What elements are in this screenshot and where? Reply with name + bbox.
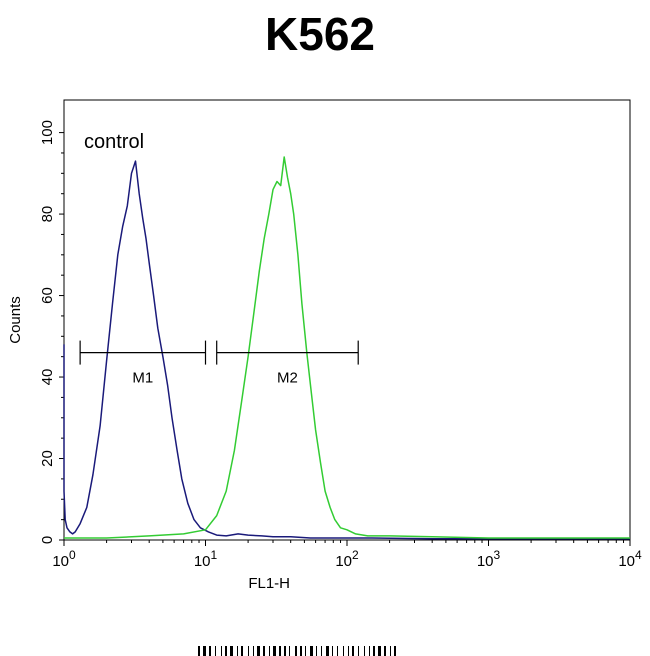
y-tick-label: 40: [39, 369, 56, 386]
barcode-bar: [337, 646, 338, 656]
barcode-bar: [289, 646, 290, 656]
x-axis-label: FL1-H: [248, 575, 290, 592]
series-line-sample: [64, 156, 630, 539]
barcode-bar: [237, 646, 238, 656]
barcode-bar: [394, 646, 396, 656]
barcode-bar: [263, 646, 265, 656]
barcode-bar: [364, 646, 365, 656]
marker-label: M1: [132, 370, 153, 387]
barcode-bar: [321, 646, 322, 656]
x-tick-label: 102: [335, 548, 359, 570]
barcode-bar: [241, 646, 243, 656]
barcode-bar: [279, 646, 281, 656]
barcode-bar: [198, 646, 200, 656]
barcode-bar: [390, 646, 391, 656]
barcode-bar: [273, 646, 276, 656]
barcode-bar: [257, 646, 260, 656]
y-axis-label: Counts: [7, 296, 24, 344]
barcode-bar: [316, 646, 317, 656]
y-tick-label: 0: [39, 536, 56, 544]
barcode-bar: [203, 646, 206, 656]
barcode-bar: [253, 646, 254, 656]
barcode-bar: [209, 646, 211, 656]
x-tick-label: 104: [618, 548, 642, 570]
barcode-bar: [215, 646, 216, 656]
barcode-bar: [284, 646, 286, 656]
barcode-bar: [369, 646, 370, 656]
barcode-bar: [310, 646, 313, 656]
barcode-bar: [378, 646, 381, 656]
barcode-graphic: [198, 646, 396, 656]
control-annotation: control: [84, 131, 144, 153]
y-tick-label: 80: [39, 206, 56, 223]
barcode-bar: [230, 646, 233, 656]
marker-label: M2: [277, 370, 298, 387]
barcode-bar: [295, 646, 297, 656]
x-tick-label: 101: [194, 548, 218, 570]
barcode-bar: [300, 646, 302, 656]
y-tick-label: 60: [39, 287, 56, 304]
barcode-bar: [343, 646, 344, 656]
barcode-bar: [348, 646, 349, 656]
barcode-bar: [352, 646, 354, 656]
barcode-bar: [305, 646, 306, 656]
barcode-bar: [358, 646, 359, 656]
barcode-bar: [332, 646, 333, 656]
barcode-bar: [384, 646, 386, 656]
chart-title: K562: [265, 8, 375, 60]
barcode-bar: [326, 646, 329, 656]
barcode-bar: [269, 646, 270, 656]
barcode-bar: [221, 646, 222, 656]
barcode-bar: [373, 646, 375, 656]
y-tick-label: 100: [39, 120, 56, 145]
x-tick-label: 103: [477, 548, 501, 570]
barcode-bar: [248, 646, 249, 656]
y-tick-label: 20: [39, 450, 56, 467]
plot-frame: [63, 99, 631, 541]
x-tick-label: 100: [52, 548, 76, 570]
series-line-control: [63, 160, 630, 540]
barcode-bar: [225, 646, 227, 656]
